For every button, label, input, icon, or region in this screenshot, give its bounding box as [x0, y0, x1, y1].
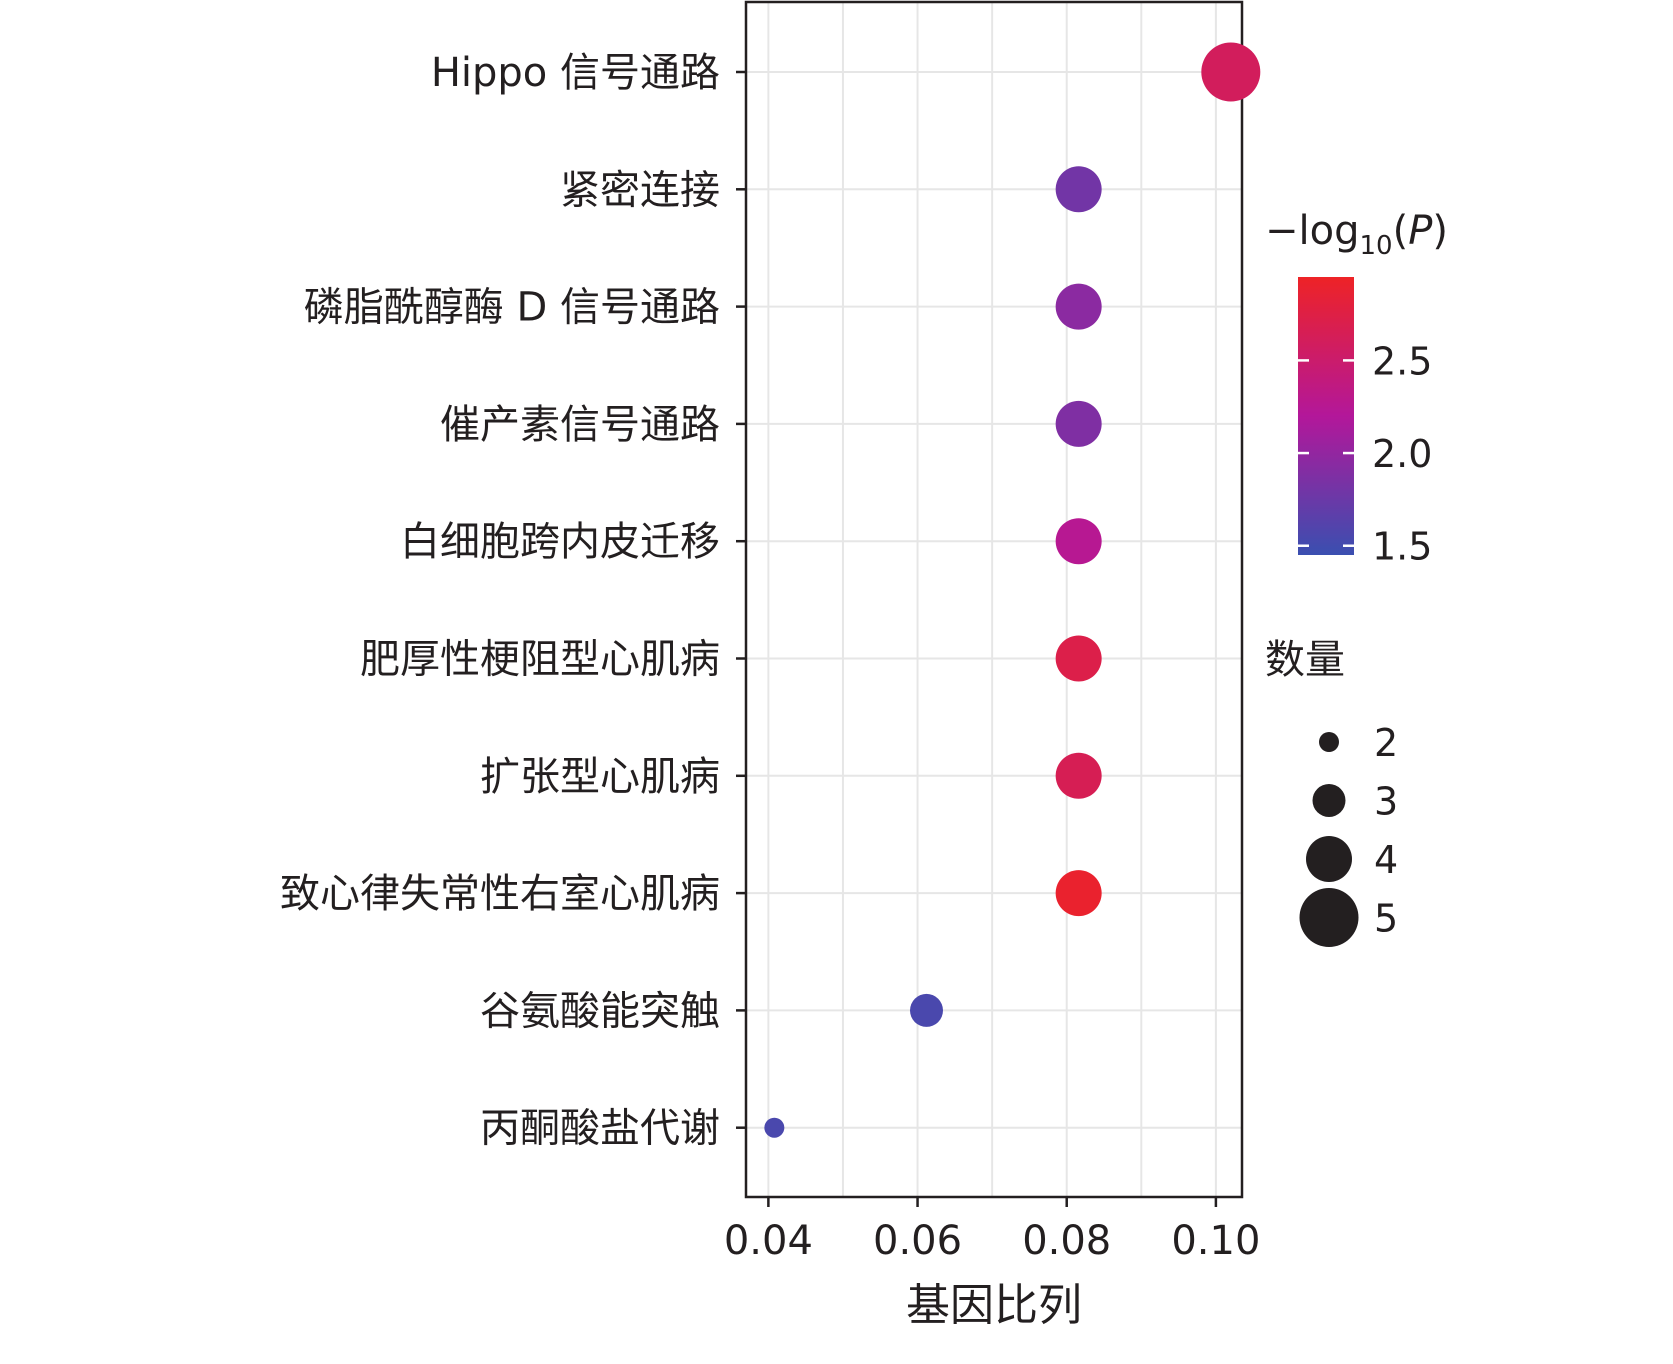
x-tick-label: 0.04 [724, 1218, 813, 1264]
color-legend-title-paren-close: ) [1432, 208, 1448, 254]
size-legend-label: 4 [1374, 838, 1398, 882]
data-point [1055, 166, 1102, 213]
y-category-label: 白细胞跨内皮迁移 [400, 519, 720, 565]
x-axis-title: 基因比列 [906, 1280, 1082, 1331]
size-legend-dot [1306, 836, 1352, 882]
size-legend-dot [1299, 888, 1359, 947]
color-bar-ticks: 1.5 2.0 2.5 [1298, 339, 1432, 569]
x-tick-label: 0.06 [873, 1218, 962, 1264]
y-category-label: 谷氨酸能突触 [480, 988, 720, 1034]
data-point [1055, 518, 1102, 565]
y-category-label: Hippo 信号通路 [431, 50, 720, 96]
data-point [1055, 400, 1102, 447]
data-point [1055, 752, 1102, 799]
color-legend-title: −log10(P) [1265, 208, 1448, 261]
x-tick-label: 0.10 [1171, 1218, 1260, 1264]
color-legend-title-prefix: −log [1265, 208, 1360, 254]
size-legend-label: 3 [1374, 780, 1398, 824]
y-category-label: 肥厚性梗阻型心肌病 [360, 637, 720, 683]
size-legend-label: 5 [1374, 897, 1398, 941]
color-bar-tick-label: 1.5 [1372, 525, 1432, 569]
color-bar [1298, 277, 1354, 555]
color-legend-title-subscript: 10 [1360, 231, 1393, 261]
x-axis-tick-labels: 0.04 0.06 0.08 0.10 [724, 1218, 1261, 1264]
y-category-label: 致心律失常性右室心肌病 [280, 871, 720, 917]
plot-frame [744, 0, 1244, 1199]
size-legend-dot [1312, 784, 1346, 817]
data-point [1055, 870, 1102, 917]
x-tick-label: 0.08 [1022, 1218, 1111, 1264]
data-point [1201, 42, 1261, 102]
color-bar-tick-label: 2.5 [1372, 339, 1432, 383]
y-category-label: 磷脂酰醇酶 D 信号通路 [304, 285, 720, 331]
y-category-label: 催产素信号通路 [440, 402, 720, 448]
size-legend: 数量 2 3 4 5 [1265, 637, 1398, 947]
data-points [764, 42, 1261, 1138]
size-legend-title: 数量 [1265, 637, 1345, 683]
color-legend: −log10(P) 1.5 2.0 2.5 [1265, 208, 1448, 569]
size-legend-dot [1319, 732, 1339, 752]
size-legend-items: 2 3 4 5 [1299, 721, 1398, 947]
y-category-label: 紧密连接 [560, 167, 720, 213]
data-point [1055, 283, 1102, 330]
size-legend-label: 2 [1374, 721, 1398, 765]
data-point [909, 993, 943, 1027]
data-point [764, 1117, 785, 1138]
color-legend-title-variable: P [1408, 208, 1433, 254]
color-legend-title-paren-open: ( [1393, 208, 1409, 254]
axis-ticks [736, 70, 1218, 1207]
data-point [1055, 635, 1102, 682]
y-category-label: 扩张型心肌病 [480, 754, 720, 800]
y-category-label: 丙酮酸盐代谢 [480, 1106, 720, 1152]
color-bar-tick-label: 2.0 [1372, 432, 1432, 476]
grid-lines [746, 2, 1242, 1197]
